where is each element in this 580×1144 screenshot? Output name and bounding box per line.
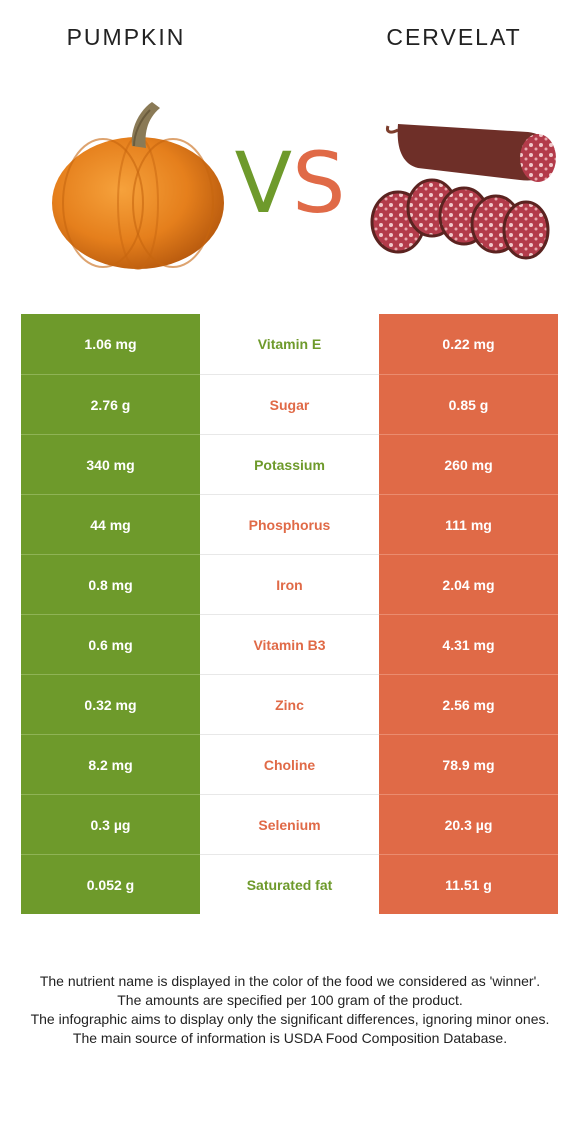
pumpkin-value: 340 mg <box>21 434 200 494</box>
cervelat-value: 111 mg <box>379 494 558 554</box>
pumpkin-value: 2.76 g <box>21 374 200 434</box>
comparison-table: 1.06 mg Vitamin E 0.22 mg 2.76 g Sugar 0.85 g… <box>21 314 558 914</box>
footer-line-3: The infographic aims to display only the… <box>30 1011 550 1027</box>
table-row: 0.8 mg Iron 2.04 mg <box>21 554 558 614</box>
vs-label: VS <box>218 138 362 228</box>
pumpkin-value: 0.052 g <box>21 854 200 914</box>
cervelat-value: 78.9 mg <box>379 734 558 794</box>
pumpkin-value: 44 mg <box>21 494 200 554</box>
nutrient-name: Potassium <box>200 434 379 494</box>
nutrient-name: Selenium <box>200 794 379 854</box>
pumpkin-image <box>52 102 224 270</box>
table-row: 0.052 g Saturated fat 11.51 g <box>21 854 558 914</box>
cervelat-value: 2.56 mg <box>379 674 558 734</box>
table-row: 2.76 g Sugar 0.85 g <box>21 374 558 434</box>
vs-s: S <box>292 134 346 232</box>
nutrient-name: Sugar <box>200 374 379 434</box>
table-row: 8.2 mg Choline 78.9 mg <box>21 734 558 794</box>
left-food-title: PUMPKIN <box>66 24 186 50</box>
table-row: 44 mg Phosphorus 111 mg <box>21 494 558 554</box>
table-row: 340 mg Potassium 260 mg <box>21 434 558 494</box>
pumpkin-value: 8.2 mg <box>21 734 200 794</box>
cervelat-value: 2.04 mg <box>379 554 558 614</box>
footer-notes: The nutrient name is displayed in the co… <box>20 972 560 1048</box>
cervelat-value: 0.22 mg <box>379 314 558 374</box>
right-food-title: CERVELAT <box>386 24 522 50</box>
nutrient-name: Vitamin B3 <box>200 614 379 674</box>
table-row: 0.32 mg Zinc 2.56 mg <box>21 674 558 734</box>
table-row: 1.06 mg Vitamin E 0.22 mg <box>21 314 558 374</box>
nutrient-name: Saturated fat <box>200 854 379 914</box>
footer-line-1: The nutrient name is displayed in the co… <box>39 973 541 989</box>
pumpkin-value: 1.06 mg <box>21 314 200 374</box>
footer-line-2: The amounts are specified per 100 gram o… <box>117 992 463 1008</box>
cervelat-value: 260 mg <box>379 434 558 494</box>
nutrient-name: Choline <box>200 734 379 794</box>
nutrient-name: Phosphorus <box>200 494 379 554</box>
cervelat-image <box>370 124 556 260</box>
nutrient-name: Zinc <box>200 674 379 734</box>
cervelat-value: 0.85 g <box>379 374 558 434</box>
nutrient-name: Iron <box>200 554 379 614</box>
cervelat-value: 4.31 mg <box>379 614 558 674</box>
table-row: 0.3 µg Selenium 20.3 µg <box>21 794 558 854</box>
table-row: 0.6 mg Vitamin B3 4.31 mg <box>21 614 558 674</box>
nutrient-name: Vitamin E <box>200 314 379 374</box>
pumpkin-value: 0.32 mg <box>21 674 200 734</box>
footer-line-4: The main source of information is USDA F… <box>72 1030 508 1046</box>
cervelat-value: 20.3 µg <box>379 794 558 854</box>
vs-v: V <box>234 134 293 232</box>
pumpkin-value: 0.8 mg <box>21 554 200 614</box>
pumpkin-value: 0.3 µg <box>21 794 200 854</box>
pumpkin-value: 0.6 mg <box>21 614 200 674</box>
cervelat-value: 11.51 g <box>379 854 558 914</box>
